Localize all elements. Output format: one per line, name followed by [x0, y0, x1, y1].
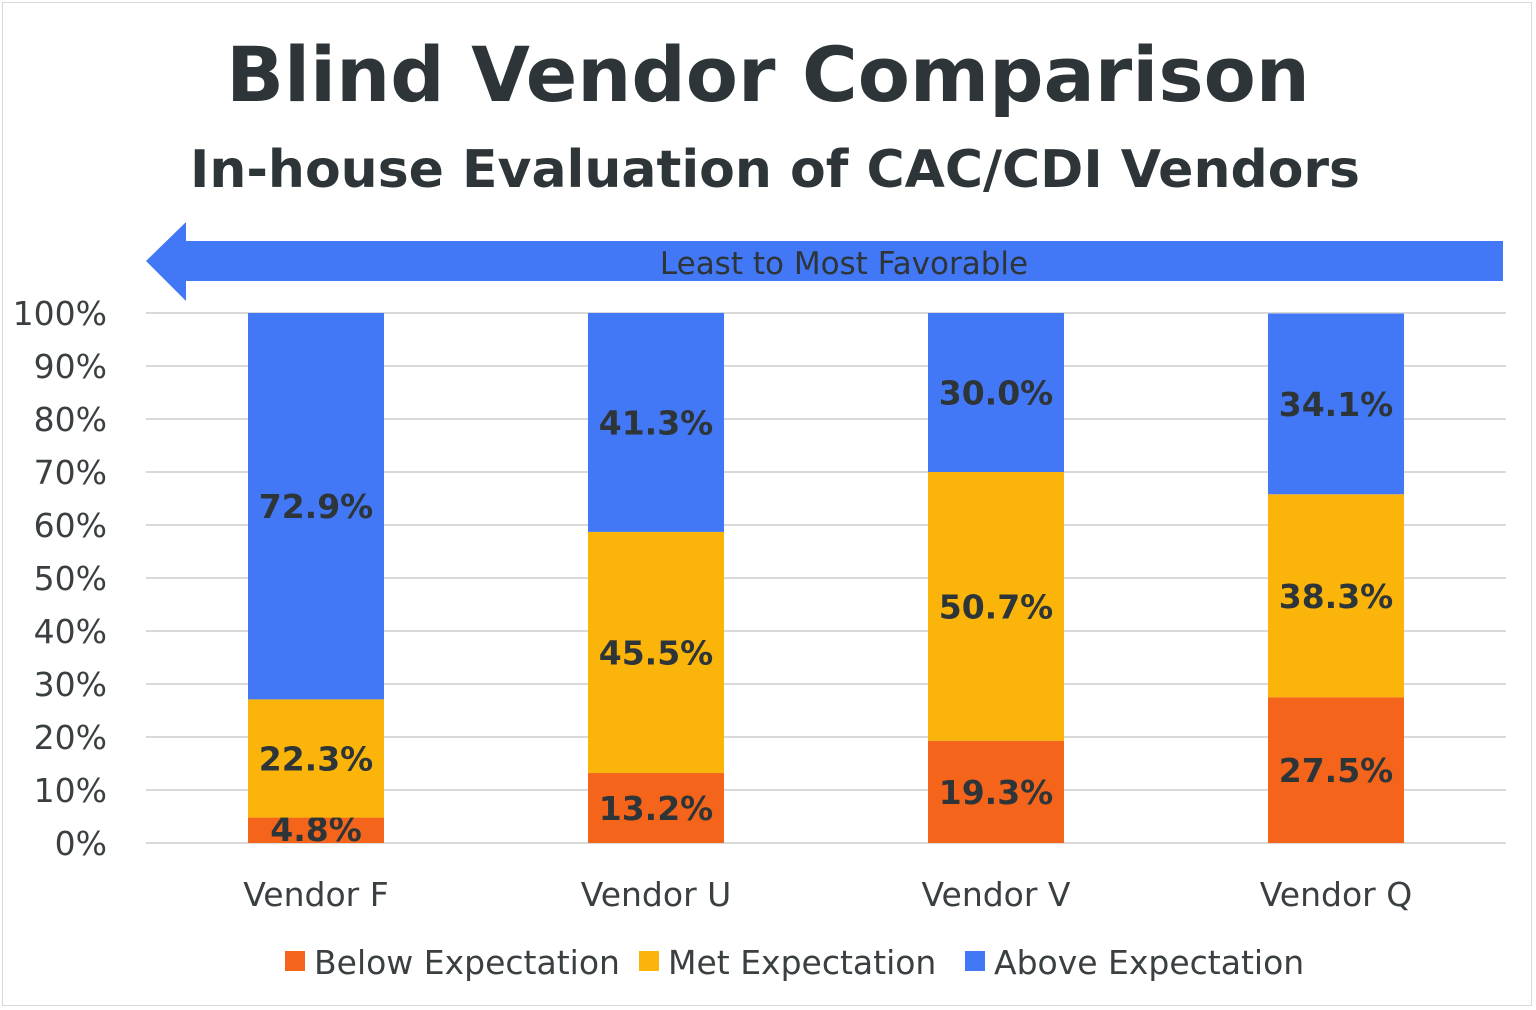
chart-title: Blind Vendor Comparison	[226, 30, 1310, 119]
legend-entry: Met Expectation	[668, 943, 936, 982]
y-tick-label: 90%	[34, 347, 107, 386]
x-tick-label: Vendor U	[581, 875, 732, 914]
data-label: 19.3%	[939, 773, 1054, 812]
bar-segment	[1268, 697, 1404, 843]
y-tick-label: 10%	[34, 771, 107, 810]
data-label: 72.9%	[259, 487, 374, 526]
legend-swatch	[285, 951, 305, 971]
bar-segment	[248, 699, 384, 818]
bar-segment	[928, 313, 1064, 472]
data-label: 27.5%	[1279, 751, 1394, 790]
y-tick-label: 20%	[34, 718, 107, 757]
legend-entry: Below Expectation	[314, 943, 620, 982]
bar-segment	[248, 313, 384, 700]
y-tick-label: 60%	[34, 506, 107, 545]
x-tick-label: Vendor F	[243, 875, 388, 914]
y-tick-label: 50%	[34, 559, 107, 598]
bar-segment	[248, 817, 384, 843]
favorability-arrow-label: Least to Most Favorable	[660, 246, 1028, 282]
bar-segment	[1268, 494, 1404, 698]
data-label: 38.3%	[1279, 577, 1394, 616]
y-tick-label: 80%	[34, 400, 107, 439]
data-label: 13.2%	[599, 789, 714, 828]
legend-entry: Above Expectation	[994, 943, 1304, 982]
data-label: 50.7%	[939, 587, 1054, 626]
y-tick-label: 70%	[34, 453, 107, 492]
bar-segment	[588, 773, 724, 843]
legend-swatch	[639, 951, 659, 971]
y-tick-label: 30%	[34, 665, 107, 704]
bar-segment	[588, 531, 724, 774]
data-label: 22.3%	[259, 739, 374, 778]
favorability-arrow	[146, 222, 1503, 301]
bar-segment	[588, 313, 724, 532]
y-tick-label: 0%	[55, 824, 107, 863]
y-tick-label: 40%	[34, 612, 107, 651]
data-label: 30.0%	[939, 374, 1054, 413]
chart-subtitle: In-house Evaluation of CAC/CDI Vendors	[189, 140, 1361, 200]
x-tick-label: Vendor V	[922, 875, 1071, 914]
bar-segment	[928, 472, 1064, 741]
x-tick-label: Vendor Q	[1260, 875, 1412, 914]
data-label: 45.5%	[599, 633, 714, 672]
y-tick-label: 100%	[13, 294, 107, 333]
bar-segment	[1268, 313, 1404, 495]
data-label: 41.3%	[599, 403, 714, 442]
bar-segment	[928, 740, 1064, 843]
data-label: 34.1%	[1279, 385, 1394, 424]
legend-swatch	[965, 951, 985, 971]
